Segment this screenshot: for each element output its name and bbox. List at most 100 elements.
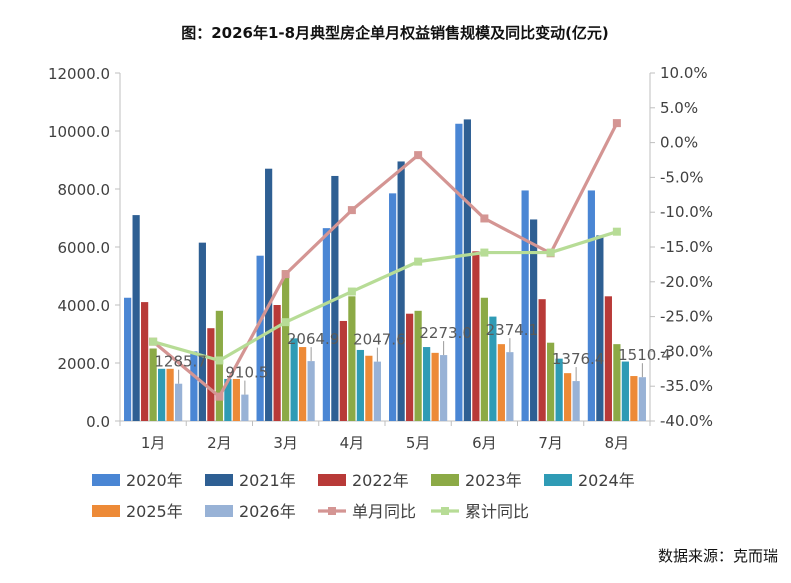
bar-data-label: 1376.4: [552, 350, 605, 368]
bar-2024年: [158, 368, 166, 421]
legend-marker-单月同比: [328, 507, 336, 515]
bar-2024年: [555, 358, 563, 421]
bar-2020年: [521, 190, 529, 421]
legend-label-2020年: 2020年: [126, 471, 183, 490]
marker-单月同比: [281, 270, 290, 279]
bar-2026年: [440, 355, 448, 421]
bar-data-label: 1510.4: [618, 346, 671, 364]
bar-2023年: [215, 310, 223, 421]
bar-data-label: 2047.6: [353, 331, 406, 349]
bar-2021年: [397, 161, 405, 421]
x-tick-label: 8月: [605, 434, 630, 452]
bar-2025年: [365, 355, 373, 421]
bar-2022年: [141, 302, 149, 421]
bar-2025年: [630, 376, 638, 421]
data-labels-layer: 1285.7 910.5 2064.9 2047.6 2273.0 2374.1 1376.…: [154, 321, 670, 381]
marker-累计同比: [281, 318, 290, 327]
bar-2025年: [497, 344, 505, 421]
bar-2020年: [322, 228, 330, 421]
bar-2021年: [198, 242, 206, 421]
bar-2022年: [472, 251, 480, 421]
bar-2021年: [530, 219, 538, 421]
bar-2026年: [373, 361, 381, 421]
bar-2026年: [307, 361, 315, 421]
bar-2025年: [564, 373, 572, 421]
bar-2024年: [489, 316, 497, 421]
bar-2025年: [166, 368, 174, 421]
y-right-tick-label: -35.0%: [660, 377, 713, 395]
bar-data-label: 2374.1: [486, 321, 539, 339]
legend-label-单月同比: 单月同比: [352, 502, 416, 521]
x-tick-label: 2月: [207, 434, 232, 452]
marker-累计同比: [215, 356, 224, 365]
x-tick-label: 7月: [538, 434, 563, 452]
line-累计同比: [152, 230, 618, 363]
bar-2026年: [175, 383, 183, 421]
bar-2024年: [423, 347, 431, 421]
marker-累计同比: [612, 227, 621, 236]
bar-2024年: [290, 338, 298, 421]
bar-2021年: [596, 235, 604, 421]
legend-label-累计同比: 累计同比: [465, 502, 529, 521]
bar-2023年: [414, 310, 422, 421]
legend-label-2021年: 2021年: [239, 471, 296, 490]
bar-2024年: [224, 378, 232, 421]
x-tick-label: 3月: [273, 434, 298, 452]
marker-单月同比: [612, 119, 621, 128]
x-tick-label: 5月: [406, 434, 431, 452]
bar-2026年: [506, 352, 514, 421]
y-left-tick-label: 8000.0: [58, 181, 111, 199]
y-right-tick-label: -30.0%: [660, 342, 713, 360]
bar-2022年: [406, 313, 414, 421]
bar-2022年: [273, 305, 281, 421]
bar-2024年: [621, 361, 629, 421]
y-right-tick-label: -25.0%: [660, 308, 713, 326]
bar-data-label: 2064.9: [287, 330, 340, 348]
marker-单月同比: [347, 206, 356, 215]
legend-label-2024年: 2024年: [578, 471, 635, 490]
x-tick-label: 6月: [472, 434, 497, 452]
y-right-tick-label: -40.0%: [660, 412, 713, 430]
bar-2021年: [265, 168, 273, 421]
bar-2026年: [241, 394, 249, 421]
legend-marker-累计同比: [441, 507, 449, 515]
bar-2020年: [190, 351, 198, 421]
bar-2022年: [207, 328, 215, 421]
bar-2023年: [547, 342, 555, 421]
bar-2021年: [463, 119, 471, 422]
x-tick-label: 4月: [340, 434, 365, 452]
y-right-tick-label: 5.0%: [660, 99, 698, 117]
bar-2020年: [455, 123, 463, 421]
bar-2021年: [132, 215, 140, 421]
x-tick-label: 1月: [141, 434, 166, 452]
bar-data-label: 910.5: [225, 364, 268, 382]
bar-2020年: [124, 297, 132, 421]
bar-2023年: [282, 270, 290, 421]
legend-label-2025年: 2025年: [126, 502, 183, 521]
y-right-tick-label: -15.0%: [660, 238, 713, 256]
y-right-tick-label: 10.0%: [660, 64, 708, 82]
axes-layer: 0.0 2000.0 4000.0 6000.0 8000.0 10000.0 12000.…: [48, 64, 713, 452]
bar-2020年: [587, 190, 595, 421]
y-left-tick-label: 10000.0: [48, 123, 110, 141]
marker-单月同比: [414, 151, 423, 160]
bar-2025年: [299, 347, 307, 421]
marker-单月同比: [480, 214, 489, 223]
marker-累计同比: [546, 248, 555, 257]
bar-data-label: 2273.0: [419, 324, 472, 342]
bars-layer: [124, 119, 646, 422]
marker-累计同比: [414, 257, 423, 266]
legend-swatch-2023年: [431, 474, 459, 486]
legend-label-2023年: 2023年: [465, 471, 522, 490]
bar-2020年: [389, 193, 397, 421]
bar-2023年: [149, 348, 157, 421]
y-right-tick-label: 0.0%: [660, 134, 698, 152]
bar-2022年: [538, 299, 546, 421]
legend: 2020年 2021年 2022年 2023年 2024年 2025年 2026年 单月同比 累…: [92, 471, 635, 521]
y-left-tick-label: 6000.0: [58, 239, 111, 257]
legend-swatch-2025年: [92, 505, 120, 517]
legend-swatch-2024年: [544, 474, 572, 486]
bar-2022年: [339, 320, 347, 421]
legend-swatch-2021年: [205, 474, 233, 486]
